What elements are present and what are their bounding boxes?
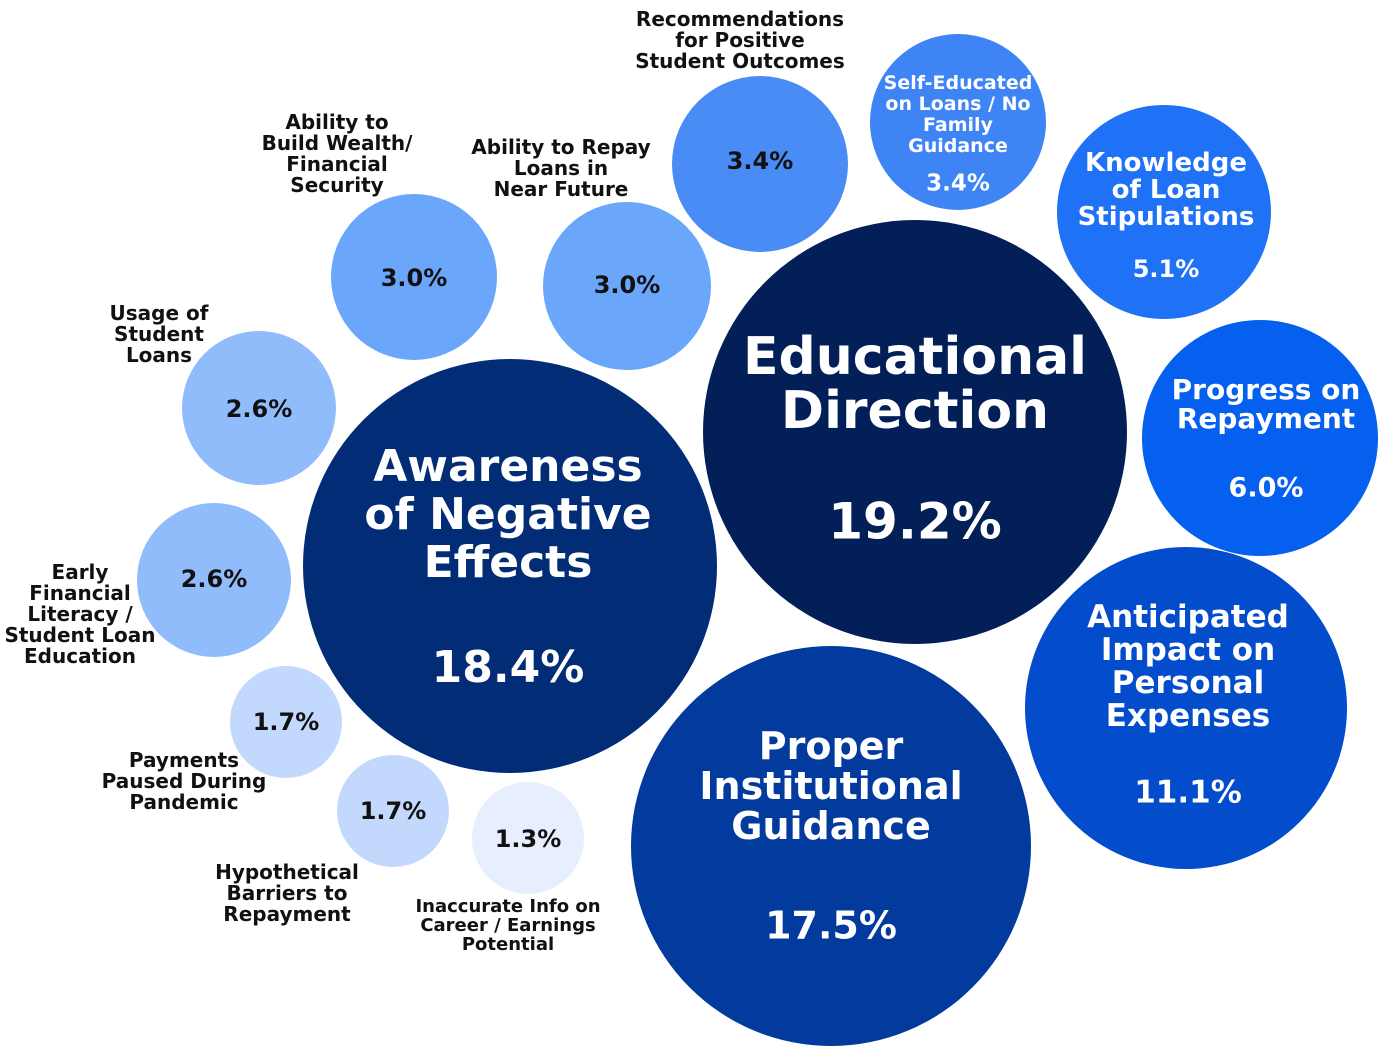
bubble-circle-educational-direction — [703, 220, 1127, 644]
bubble-circle-usage-of-student-loans — [182, 331, 336, 485]
bubble-proper-institutional-guidance: Proper Institutional Guidance 17.5% — [631, 646, 1031, 1046]
bubble-label-anticipated-impact-on-personal-expenses: Anticipated Impact on Personal Expenses — [1087, 599, 1289, 734]
bubble-value-payments-paused-during-pandemic: 1.7% — [253, 708, 320, 736]
bubble-label-ability-to-repay-loans-in-near-future: Ability to Repay Loans in Near Future — [471, 135, 650, 201]
bubble-knowledge-of-loan-stipulations: Knowledge of Loan Stipulations 5.1% — [1057, 105, 1271, 319]
bubble-value-recommendations-for-positive-student-outcomes: 3.4% — [727, 147, 794, 175]
bubble-circle-recommendations-for-positive-student-outcomes — [672, 76, 848, 252]
bubble-value-ability-to-build-wealth-financial-security: 3.0% — [381, 264, 448, 292]
bubble-value-self-educated-on-loans-no-family-guidance: 3.4% — [926, 171, 990, 197]
bubble-ability-to-repay-loans-in-near-future: Ability to Repay Loans in Near Future 3.0% — [471, 135, 711, 370]
bubble-educational-direction: Educational Direction 19.2% — [703, 220, 1127, 644]
bubble-payments-paused-during-pandemic: Payments Paused During Pandemic 1.7% — [102, 666, 342, 814]
bubble-value-proper-institutional-guidance: 17.5% — [765, 904, 897, 948]
bubble-label-payments-paused-during-pandemic: Payments Paused During Pandemic — [102, 748, 267, 814]
bubble-label-hypothetical-barriers-to-repayment: Hypothetical Barriers to Repayment — [215, 860, 359, 926]
bubble-circle-early-financial-literacy-student-loan-education — [137, 503, 291, 657]
bubble-usage-of-student-loans: Usage of Student Loans 2.6% — [110, 301, 336, 485]
bubble-ability-to-build-wealth-financial-security: Ability to Build Wealth/Financial Security… — [262, 110, 497, 360]
bubble-circle-hypothetical-barriers-to-repayment — [337, 755, 449, 867]
bubble-value-awareness-of-negative-effects: 18.4% — [432, 642, 585, 693]
bubble-circle-self-educated-on-loans-no-family-guidance — [870, 34, 1046, 210]
bubble-value-usage-of-student-loans: 2.6% — [226, 395, 293, 423]
bubble-value-inaccurate-info-on-career-earnings-potential: 1.3% — [495, 825, 562, 853]
bubble-circle-awareness-of-negative-effects — [303, 359, 717, 773]
bubble-circle-ability-to-build-wealth-financial-security — [331, 194, 497, 360]
bubble-label-knowledge-of-loan-stipulations: Knowledge of Loan Stipulations — [1078, 148, 1255, 232]
bubble-circle-ability-to-repay-loans-in-near-future — [543, 202, 711, 370]
bubble-label-educational-direction: Educational Direction — [743, 327, 1087, 441]
bubble-value-early-financial-literacy-student-loan-education: 2.6% — [181, 565, 248, 593]
bubble-circle-knowledge-of-loan-stipulations — [1057, 105, 1271, 319]
bubble-value-educational-direction: 19.2% — [828, 493, 1001, 551]
bubble-label-ability-to-build-wealth-financial-security: Ability to Build Wealth/Financial Security — [262, 110, 414, 197]
bubble-value-ability-to-repay-loans-in-near-future: 3.0% — [594, 271, 661, 299]
bubble-label-self-educated-on-loans-no-family-guidance: Self-Educated on Loans / No Family Guidance — [884, 72, 1033, 157]
bubble-progress-on-repayment: Progress on Repayment 6.0% — [1142, 320, 1378, 556]
bubble-circle-inaccurate-info-on-career-earnings-potential — [472, 782, 584, 894]
bubble-circle-proper-institutional-guidance — [631, 646, 1031, 1046]
bubble-circle-anticipated-impact-on-personal-expenses — [1025, 547, 1347, 869]
bubble-value-hypothetical-barriers-to-repayment: 1.7% — [360, 797, 427, 825]
bubble-label-usage-of-student-loans: Usage of Student Loans — [110, 301, 209, 367]
bubble-self-educated-on-loans-no-family-guidance: Self-Educated on Loans / No Family Guidance… — [870, 34, 1046, 210]
bubble-circle-progress-on-repayment — [1142, 320, 1378, 556]
bubble-value-knowledge-of-loan-stipulations: 5.1% — [1133, 255, 1200, 283]
bubble-value-anticipated-impact-on-personal-expenses: 11.1% — [1134, 775, 1242, 811]
bubble-recommendations-for-positive-student-outcomes: Recommendations for Positive Student Outco… — [635, 7, 848, 252]
bubble-label-proper-institutional-guidance: Proper Institutional Guidance — [699, 724, 962, 848]
bubble-awareness-of-negative-effects: Awareness of Negative Effects 18.4% — [303, 359, 717, 773]
bubble-circle-payments-paused-during-pandemic — [230, 666, 342, 778]
bubble-label-early-financial-literacy-student-loan-education: Early Financial Literacy / Student Loan Educ… — [4, 560, 155, 668]
bubble-inaccurate-info-on-career-earnings-potential: Inaccurate Info on Career / Earnings Poten… — [415, 782, 601, 955]
bubble-label-inaccurate-info-on-career-earnings-potential: Inaccurate Info on Career / Earnings Poten… — [415, 896, 600, 955]
bubble-label-awareness-of-negative-effects: Awareness of Negative Effects — [364, 441, 651, 588]
bubble-label-progress-on-repayment: Progress on Repayment — [1172, 373, 1361, 435]
bubble-value-progress-on-repayment: 6.0% — [1229, 473, 1304, 504]
bubble-label-recommendations-for-positive-student-outcomes: Recommendations for Positive Student Outco… — [635, 7, 845, 73]
bubble-early-financial-literacy-student-loan-education: Early Financial Literacy / Student Loan Educ… — [4, 503, 291, 668]
bubble-anticipated-impact-on-personal-expenses: Anticipated Impact on Personal Expenses 11.1… — [1025, 547, 1347, 869]
bubble-hypothetical-barriers-to-repayment: Hypothetical Barriers to Repayment 1.7% — [215, 755, 449, 926]
